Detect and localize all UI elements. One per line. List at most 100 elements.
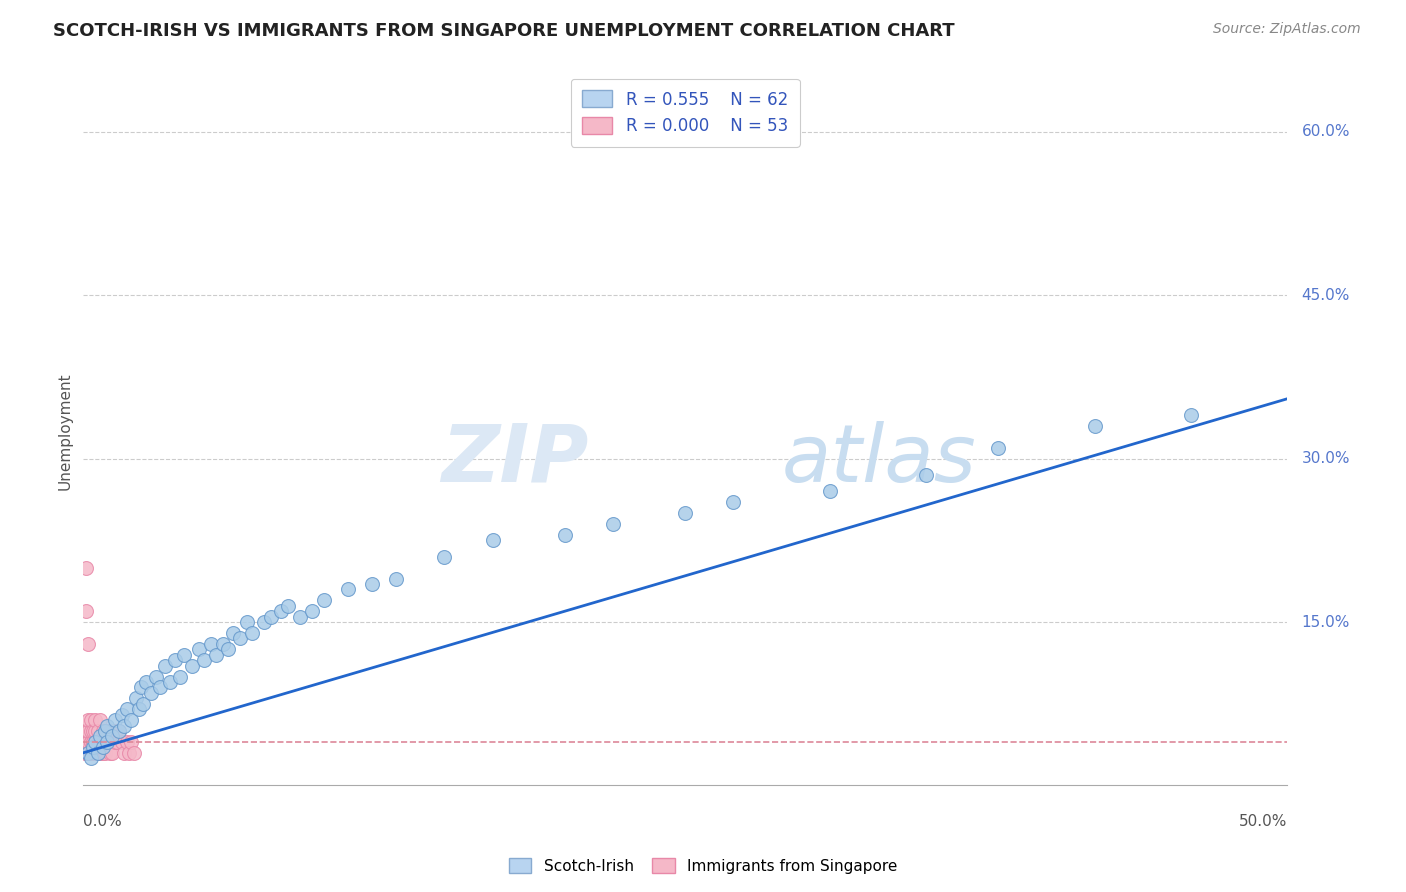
Text: 15.0%: 15.0% — [1302, 615, 1350, 630]
Point — [104, 713, 127, 727]
Point — [79, 746, 101, 760]
Point — [723, 495, 745, 509]
Point — [987, 441, 1010, 455]
Point — [149, 681, 172, 695]
Point — [89, 735, 111, 749]
Point — [75, 604, 97, 618]
Point — [125, 691, 148, 706]
Point — [75, 724, 97, 739]
Point — [1084, 419, 1107, 434]
Point — [337, 582, 360, 597]
Point — [221, 626, 243, 640]
Point — [87, 724, 110, 739]
Point — [84, 746, 107, 760]
Point — [111, 735, 134, 749]
Point — [163, 653, 186, 667]
Point — [818, 484, 841, 499]
Point — [120, 713, 142, 727]
Point — [79, 713, 101, 727]
Text: atlas: atlas — [782, 421, 976, 499]
Point — [79, 724, 101, 739]
Point — [94, 746, 117, 760]
Point — [79, 751, 101, 765]
Point — [129, 681, 152, 695]
Point — [159, 675, 181, 690]
Point — [120, 735, 142, 749]
Point — [75, 746, 97, 760]
Point — [101, 724, 124, 739]
Point — [554, 528, 576, 542]
Point — [94, 735, 117, 749]
Point — [79, 735, 101, 749]
Point — [270, 604, 292, 618]
Point — [301, 604, 323, 618]
Point — [288, 609, 311, 624]
Point — [180, 658, 202, 673]
Point — [89, 730, 111, 744]
Y-axis label: Unemployment: Unemployment — [58, 373, 72, 491]
Point — [87, 735, 110, 749]
Text: Source: ZipAtlas.com: Source: ZipAtlas.com — [1213, 22, 1361, 37]
Point — [481, 533, 503, 548]
Point — [111, 707, 134, 722]
Point — [98, 746, 121, 760]
Point — [84, 724, 107, 739]
Point — [77, 637, 100, 651]
Point — [139, 686, 162, 700]
Point — [200, 637, 222, 651]
Point — [77, 724, 100, 739]
Point — [115, 702, 138, 716]
Point — [105, 735, 128, 749]
Point — [112, 718, 135, 732]
Point — [101, 730, 124, 744]
Point — [101, 746, 124, 760]
Point — [187, 642, 209, 657]
Point — [260, 609, 283, 624]
Point — [361, 577, 384, 591]
Point — [96, 718, 118, 732]
Point — [75, 746, 97, 760]
Point — [1180, 408, 1202, 422]
Point — [84, 735, 107, 749]
Point — [82, 735, 104, 749]
Point — [75, 735, 97, 749]
Point — [89, 746, 111, 760]
Point — [108, 724, 131, 739]
Point — [145, 669, 167, 683]
Point — [84, 735, 107, 749]
Point — [236, 615, 259, 629]
Point — [75, 746, 97, 760]
Point — [229, 632, 252, 646]
Point — [87, 746, 110, 760]
Point — [77, 746, 100, 760]
Point — [673, 506, 696, 520]
Point — [77, 735, 100, 749]
Point — [89, 713, 111, 727]
Point — [91, 746, 114, 760]
Point — [118, 746, 141, 760]
Point — [112, 746, 135, 760]
Text: 60.0%: 60.0% — [1302, 124, 1350, 139]
Point — [602, 516, 624, 531]
Point — [169, 669, 191, 683]
Point — [94, 724, 117, 739]
Point — [77, 735, 100, 749]
Point — [82, 740, 104, 755]
Point — [217, 642, 239, 657]
Point — [104, 735, 127, 749]
Point — [77, 746, 100, 760]
Point — [82, 724, 104, 739]
Point — [173, 648, 195, 662]
Point — [84, 713, 107, 727]
Point — [77, 735, 100, 749]
Text: 45.0%: 45.0% — [1302, 288, 1350, 302]
Point — [75, 560, 97, 574]
Point — [253, 615, 276, 629]
Point — [277, 599, 299, 613]
Point — [96, 735, 118, 749]
Point — [153, 658, 176, 673]
Point — [75, 746, 97, 760]
Point — [108, 724, 131, 739]
Point — [240, 626, 263, 640]
Point — [312, 593, 335, 607]
